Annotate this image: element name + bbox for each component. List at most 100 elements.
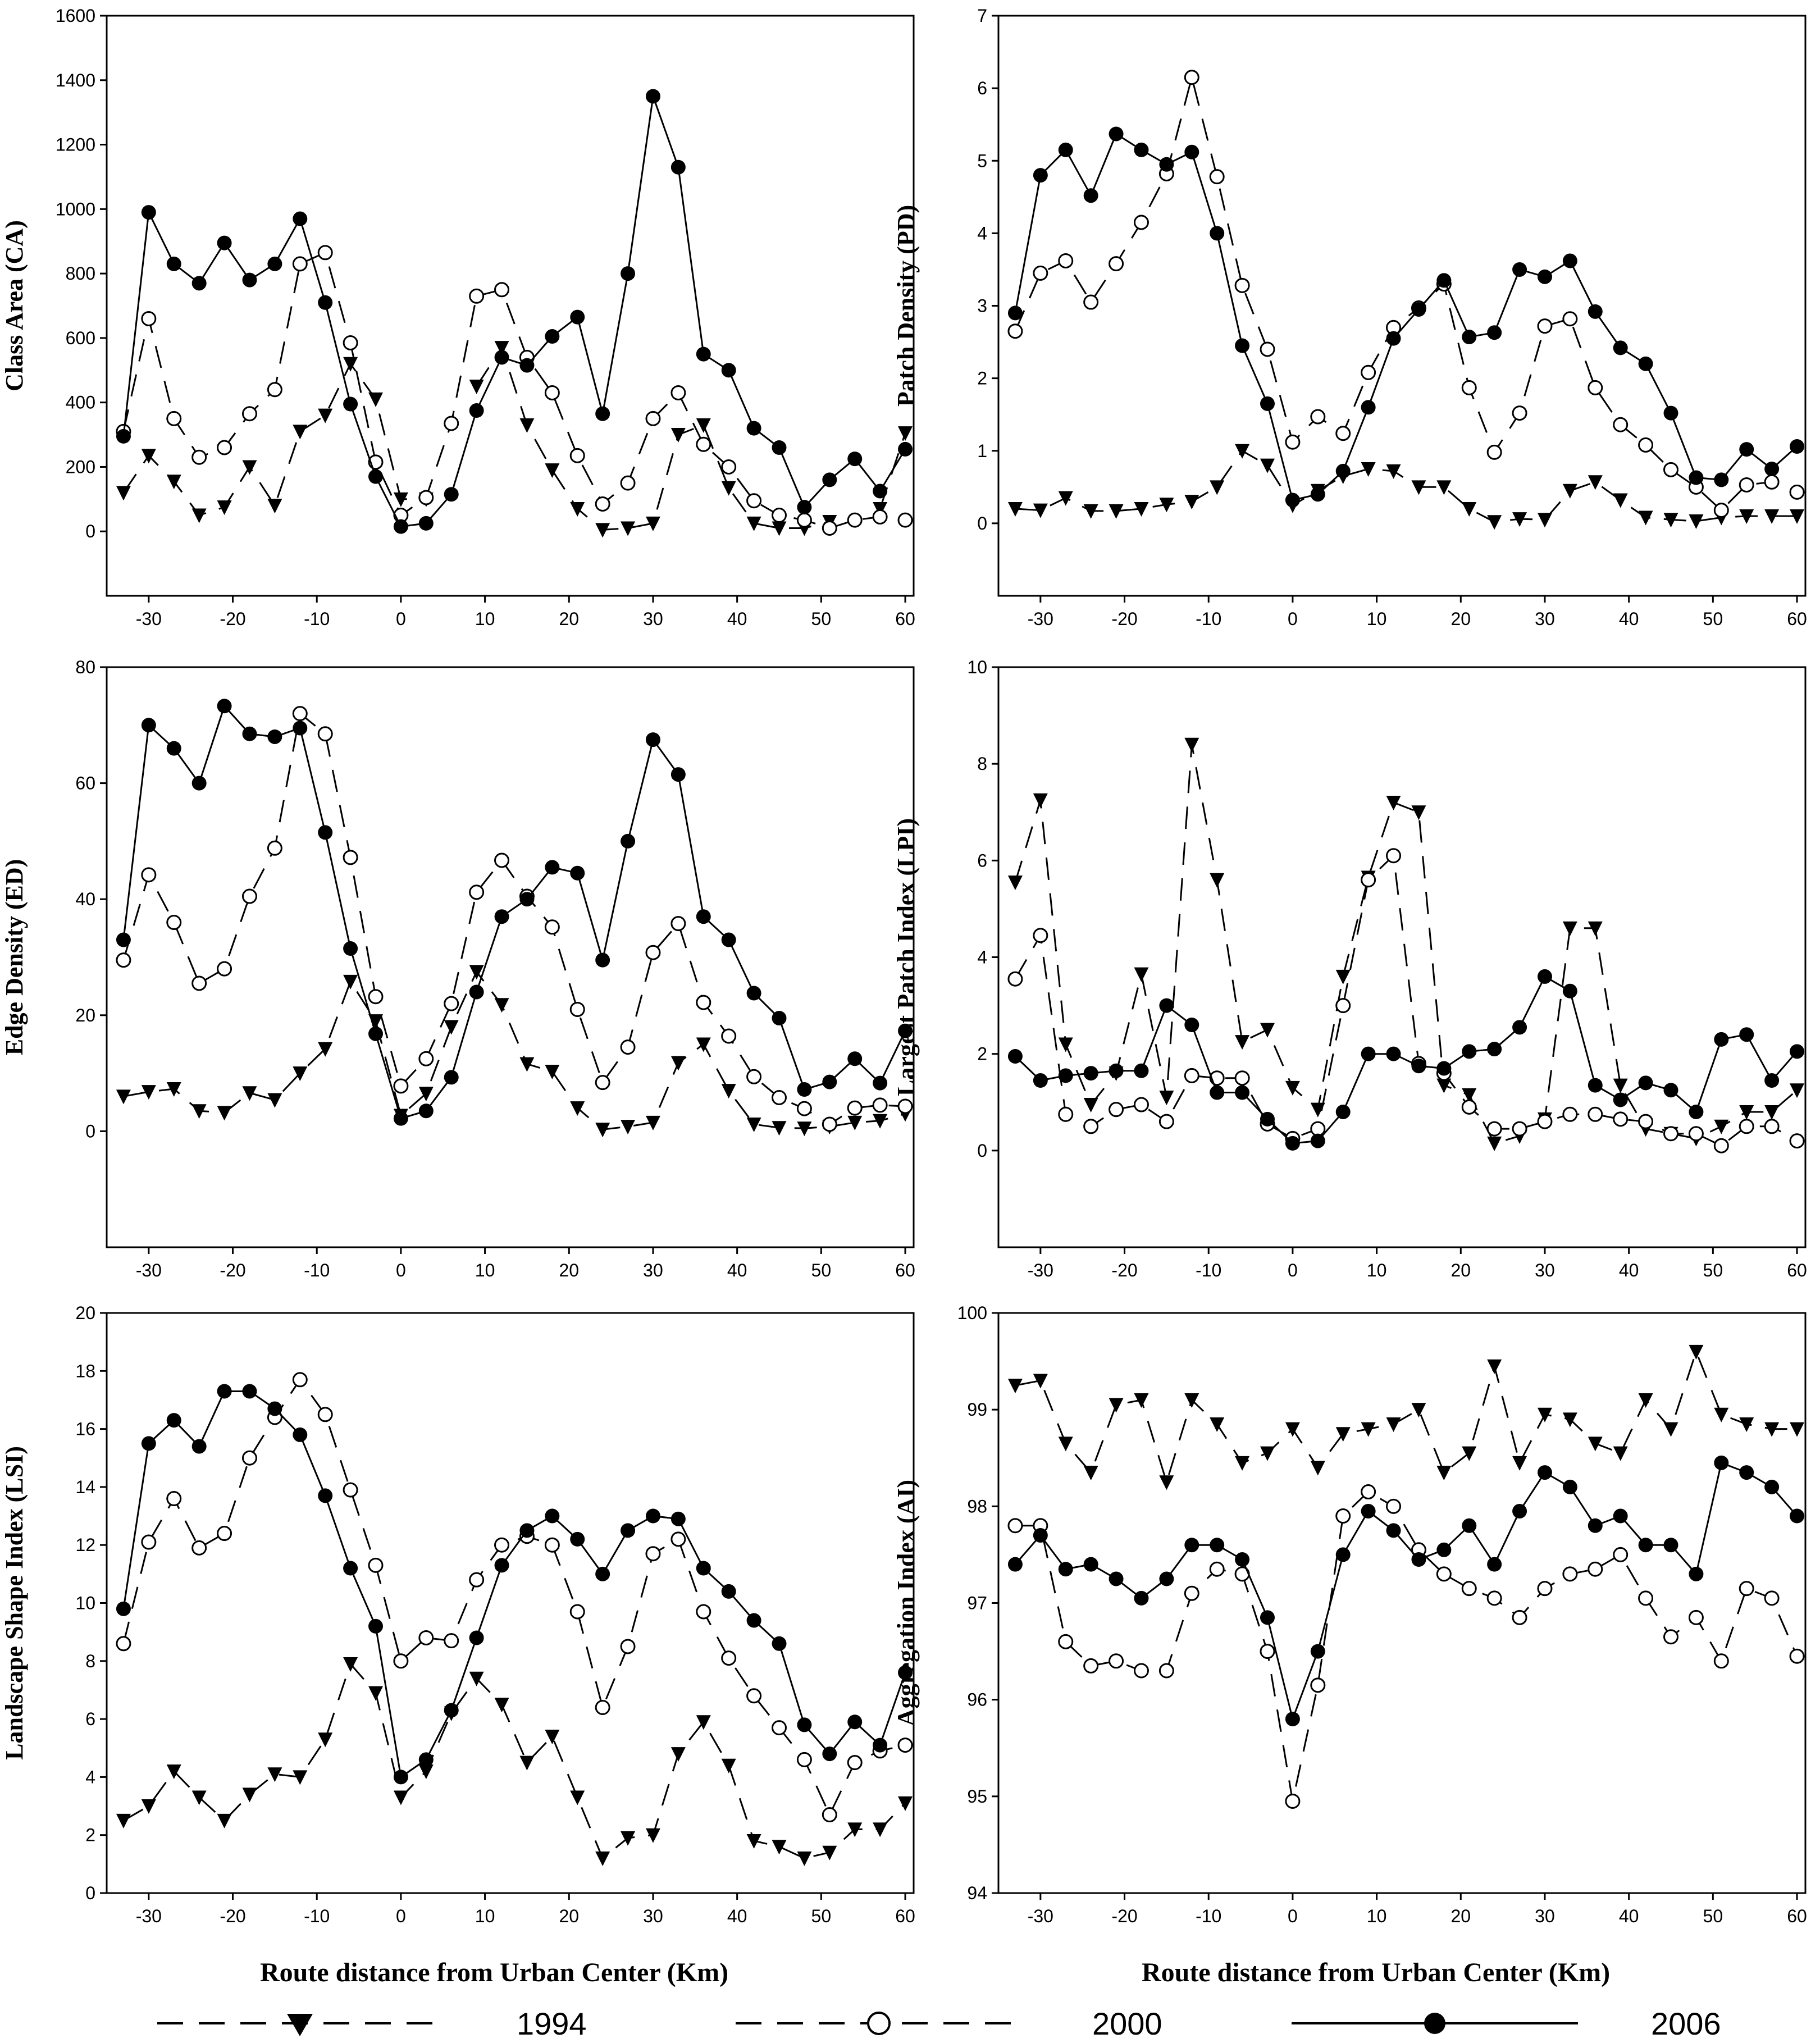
data-point-2000 — [166, 915, 182, 931]
data-point-2006 — [1462, 1044, 1477, 1059]
data-point-2006 — [418, 1752, 434, 1767]
x-tick-label: 20 — [1450, 1906, 1471, 1926]
data-point-2000 — [569, 1001, 585, 1017]
data-point-2006 — [1663, 405, 1678, 421]
data-point-1994 — [191, 508, 207, 523]
data-point-1994 — [1562, 921, 1577, 936]
data-point-2006 — [595, 1566, 610, 1581]
data-point-1994 — [242, 1086, 257, 1101]
y-tick-label: 94 — [967, 1883, 987, 1903]
series-line-2000 — [1015, 1490, 1798, 1802]
y-tick-label: 4 — [977, 223, 987, 243]
data-point-2000 — [772, 1720, 787, 1736]
y-tick-label: 1200 — [56, 135, 95, 155]
y-tick-label: 99 — [967, 1399, 987, 1420]
data-point-2000 — [469, 288, 485, 304]
x-tick-label: -10 — [1196, 609, 1221, 629]
y-tick-label: 10 — [967, 657, 987, 677]
y-tick-label: 100 — [957, 1303, 987, 1323]
data-point-2006 — [1335, 1547, 1351, 1562]
data-point-2000 — [418, 1051, 434, 1066]
x-tick-label: 10 — [475, 1260, 495, 1280]
data-point-2000 — [772, 508, 787, 523]
data-point-2000 — [1310, 1121, 1326, 1137]
data-point-2006 — [1739, 442, 1754, 457]
data-point-1994 — [873, 1822, 888, 1837]
data-point-1994 — [1790, 1422, 1805, 1437]
chart-panel-3: 0 20 40 60 80 -30 -20 -10 0 10 20 30 40 50 60 Edge Dens… — [1, 657, 915, 1280]
data-point-1994 — [797, 1852, 812, 1867]
data-point-2006 — [1007, 1048, 1023, 1064]
data-point-1994 — [1159, 498, 1174, 513]
data-point-2000 — [696, 1604, 711, 1620]
x-tick-label: 0 — [396, 1906, 406, 1926]
data-point-1994 — [1184, 1393, 1199, 1408]
data-point-1994 — [1386, 1417, 1401, 1432]
data-point-1994 — [570, 1101, 585, 1116]
data-point-2006 — [1335, 1104, 1351, 1119]
data-point-1994 — [1663, 513, 1678, 528]
data-point-2000 — [292, 706, 308, 722]
y-tick-label: 0 — [977, 1141, 987, 1161]
data-point-2006 — [545, 860, 560, 875]
data-point-2006 — [797, 1082, 812, 1097]
data-point-1994 — [166, 475, 181, 490]
data-point-1994 — [343, 974, 358, 989]
x-axis-label-left: Route distance from Urban Center (Km) — [260, 1958, 728, 1987]
data-point-2000 — [267, 382, 282, 398]
data-point-2000 — [1512, 1609, 1527, 1625]
data-point-2006 — [343, 1561, 358, 1576]
data-point-1994 — [898, 1796, 913, 1811]
data-point-1994 — [1210, 480, 1225, 495]
data-point-2000 — [595, 1075, 610, 1091]
data-point-2006 — [469, 984, 484, 1000]
data-point-2006 — [1487, 325, 1502, 340]
data-point-2000 — [191, 1540, 207, 1556]
data-point-2000 — [1158, 1114, 1174, 1129]
data-point-2006 — [721, 363, 736, 378]
data-point-2000 — [721, 1028, 737, 1044]
data-point-2000 — [872, 1097, 888, 1113]
data-point-1994 — [746, 516, 761, 531]
y-tick-label: 400 — [66, 393, 95, 413]
data-point-2000 — [1588, 380, 1603, 395]
x-tick-label: 20 — [559, 1260, 579, 1280]
x-tick-label: 0 — [396, 609, 406, 629]
data-point-2006 — [519, 1523, 535, 1538]
y-tick-label: 4 — [85, 1767, 95, 1787]
data-point-1994 — [595, 523, 610, 538]
data-point-2006 — [670, 159, 686, 175]
data-point-2006 — [1083, 1066, 1098, 1081]
data-point-2000 — [670, 916, 686, 932]
data-point-2006 — [1335, 463, 1351, 478]
data-point-1994 — [1109, 504, 1124, 519]
data-point-1994 — [1764, 1105, 1780, 1120]
data-point-2006 — [797, 500, 812, 515]
series-line-2006 — [1014, 1461, 1798, 1722]
data-point-2006 — [1109, 126, 1124, 142]
data-point-2000 — [1109, 256, 1124, 272]
data-point-1994 — [772, 1840, 787, 1855]
data-point-1994 — [595, 1852, 610, 1867]
data-point-1994 — [1638, 1393, 1653, 1408]
data-point-2006 — [1285, 492, 1300, 508]
data-point-2000 — [292, 256, 308, 272]
data-point-1994 — [1739, 1417, 1754, 1432]
data-point-2006 — [1487, 1042, 1502, 1057]
series-line-2000 — [122, 251, 906, 530]
legend-label-1994: 1994 — [517, 2006, 587, 2041]
data-point-1994 — [1007, 502, 1023, 517]
data-point-1994 — [1562, 484, 1577, 499]
x-tick-label: 10 — [1367, 1906, 1387, 1926]
series-line-1994 — [476, 345, 830, 531]
data-point-2000 — [368, 1557, 384, 1573]
y-tick-label: 2 — [977, 1044, 987, 1064]
data-point-1994 — [519, 1755, 535, 1771]
data-point-1994 — [1588, 1437, 1603, 1452]
data-point-2000 — [1386, 848, 1402, 864]
data-point-1994 — [1714, 1407, 1729, 1422]
data-point-2000 — [1058, 253, 1074, 268]
data-point-1994 — [191, 1104, 207, 1119]
x-tick-label: 0 — [1288, 609, 1298, 629]
data-point-1994 — [1537, 513, 1552, 528]
